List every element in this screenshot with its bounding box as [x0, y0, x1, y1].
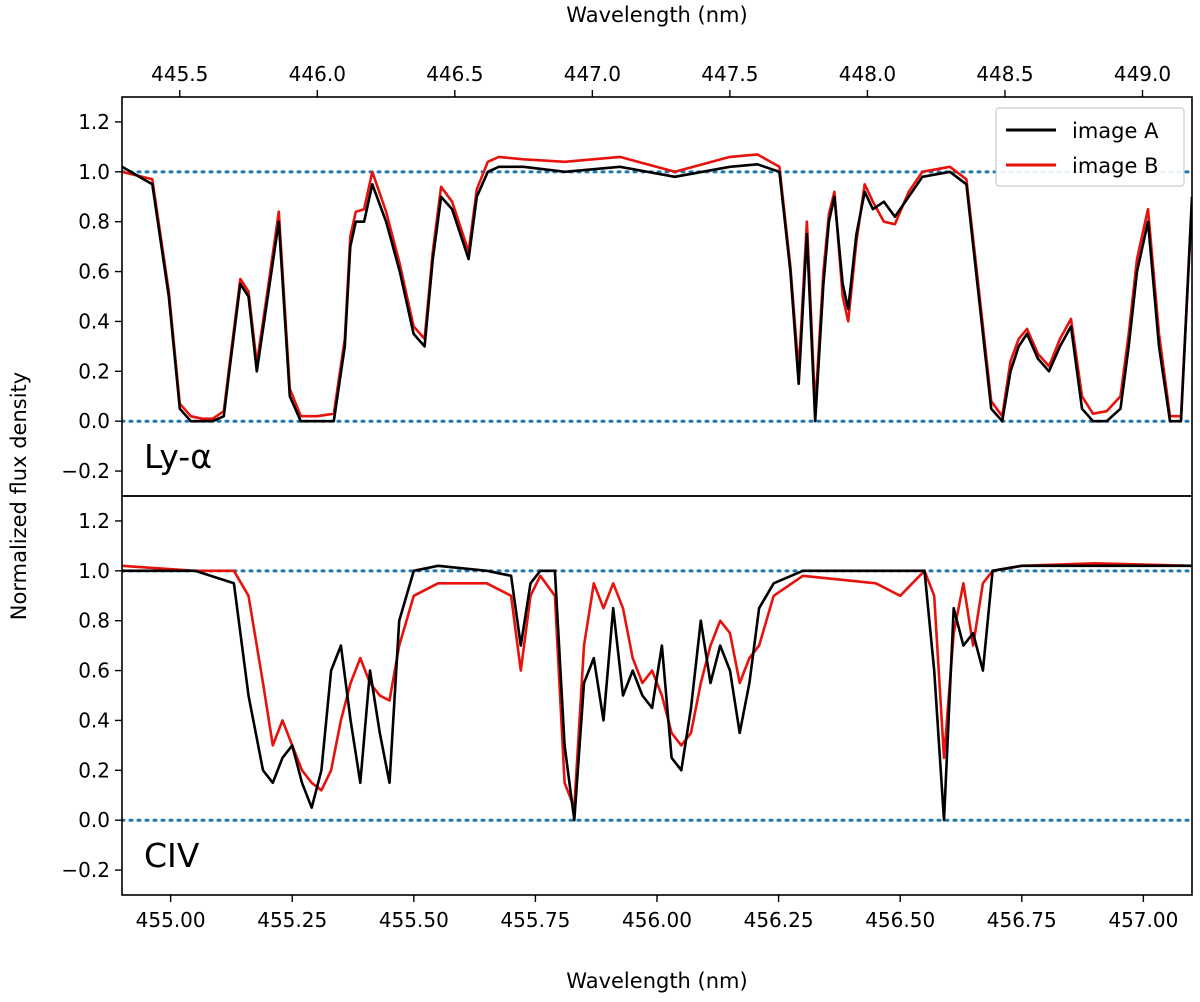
y-tick-label: −0.2 — [61, 459, 110, 483]
bottom-x-axis-title: Wavelength (nm) — [566, 969, 747, 993]
x-tick-label: 445.5 — [151, 62, 208, 86]
x-tick-label: 448.0 — [839, 62, 896, 86]
top-x-axis-title: Wavelength (nm) — [566, 3, 747, 27]
x-tick-label: 456.25 — [744, 908, 814, 932]
y-tick-label: 0.0 — [78, 808, 110, 832]
y-tick-label: 1.2 — [78, 509, 110, 533]
panel-label: CIV — [144, 836, 200, 875]
x-tick-label: 456.75 — [987, 908, 1057, 932]
y-tick-label: −0.2 — [61, 858, 110, 882]
y-tick-label: 0.2 — [78, 359, 110, 383]
y-tick-label: 0.6 — [78, 260, 110, 284]
x-tick-label: 447.0 — [564, 62, 621, 86]
x-tick-label: 455.25 — [257, 908, 327, 932]
y-tick-label: 1.0 — [78, 160, 110, 184]
y-tick-label: 0.4 — [78, 708, 110, 732]
series-line-image-a — [122, 564, 1192, 822]
x-tick-label: 456.50 — [865, 908, 935, 932]
x-tick-label: 446.0 — [289, 62, 346, 86]
x-tick-label: 457.00 — [1108, 908, 1178, 932]
y-axis-title: Normalized flux density — [7, 372, 31, 620]
legend-label: image B — [1072, 154, 1159, 178]
y-tick-label: 1.0 — [78, 559, 110, 583]
ly-alpha-panel: −0.2 0.0 0.2 0.4 0.6 0.8 1.0 1.2 445.5 446.0 446.5… — [61, 62, 1193, 497]
y-tick-label: 0.8 — [78, 609, 110, 633]
series-line-image-b — [122, 562, 1192, 809]
x-tick-label: 448.5 — [976, 62, 1033, 86]
x-tick-label: 446.5 — [426, 62, 483, 86]
y-tick-label: 0.2 — [78, 758, 110, 782]
y-tick-label: 0.4 — [78, 309, 110, 333]
x-tick-label: 455.75 — [500, 908, 570, 932]
civ-panel: −0.2 0.0 0.2 0.4 0.6 0.8 1.0 1.2 455.00 455.25 455… — [61, 495, 1193, 932]
series-line-image-a — [122, 163, 1192, 423]
y-tick-label: 0.8 — [78, 210, 110, 234]
y-tick-label: 1.2 — [78, 110, 110, 134]
y-tick-label: 0.0 — [78, 409, 110, 433]
x-tick-label: 455.50 — [379, 908, 449, 932]
legend-label: image A — [1072, 119, 1159, 143]
panel-label: Ly-α — [144, 437, 212, 476]
x-tick-label: 449.0 — [1114, 62, 1171, 86]
x-tick-label: 455.00 — [136, 908, 206, 932]
plot-frame — [121, 495, 1193, 896]
x-tick-label: 456.00 — [622, 908, 692, 932]
x-tick-label: 447.5 — [701, 62, 758, 86]
y-tick-label: 0.6 — [78, 659, 110, 683]
